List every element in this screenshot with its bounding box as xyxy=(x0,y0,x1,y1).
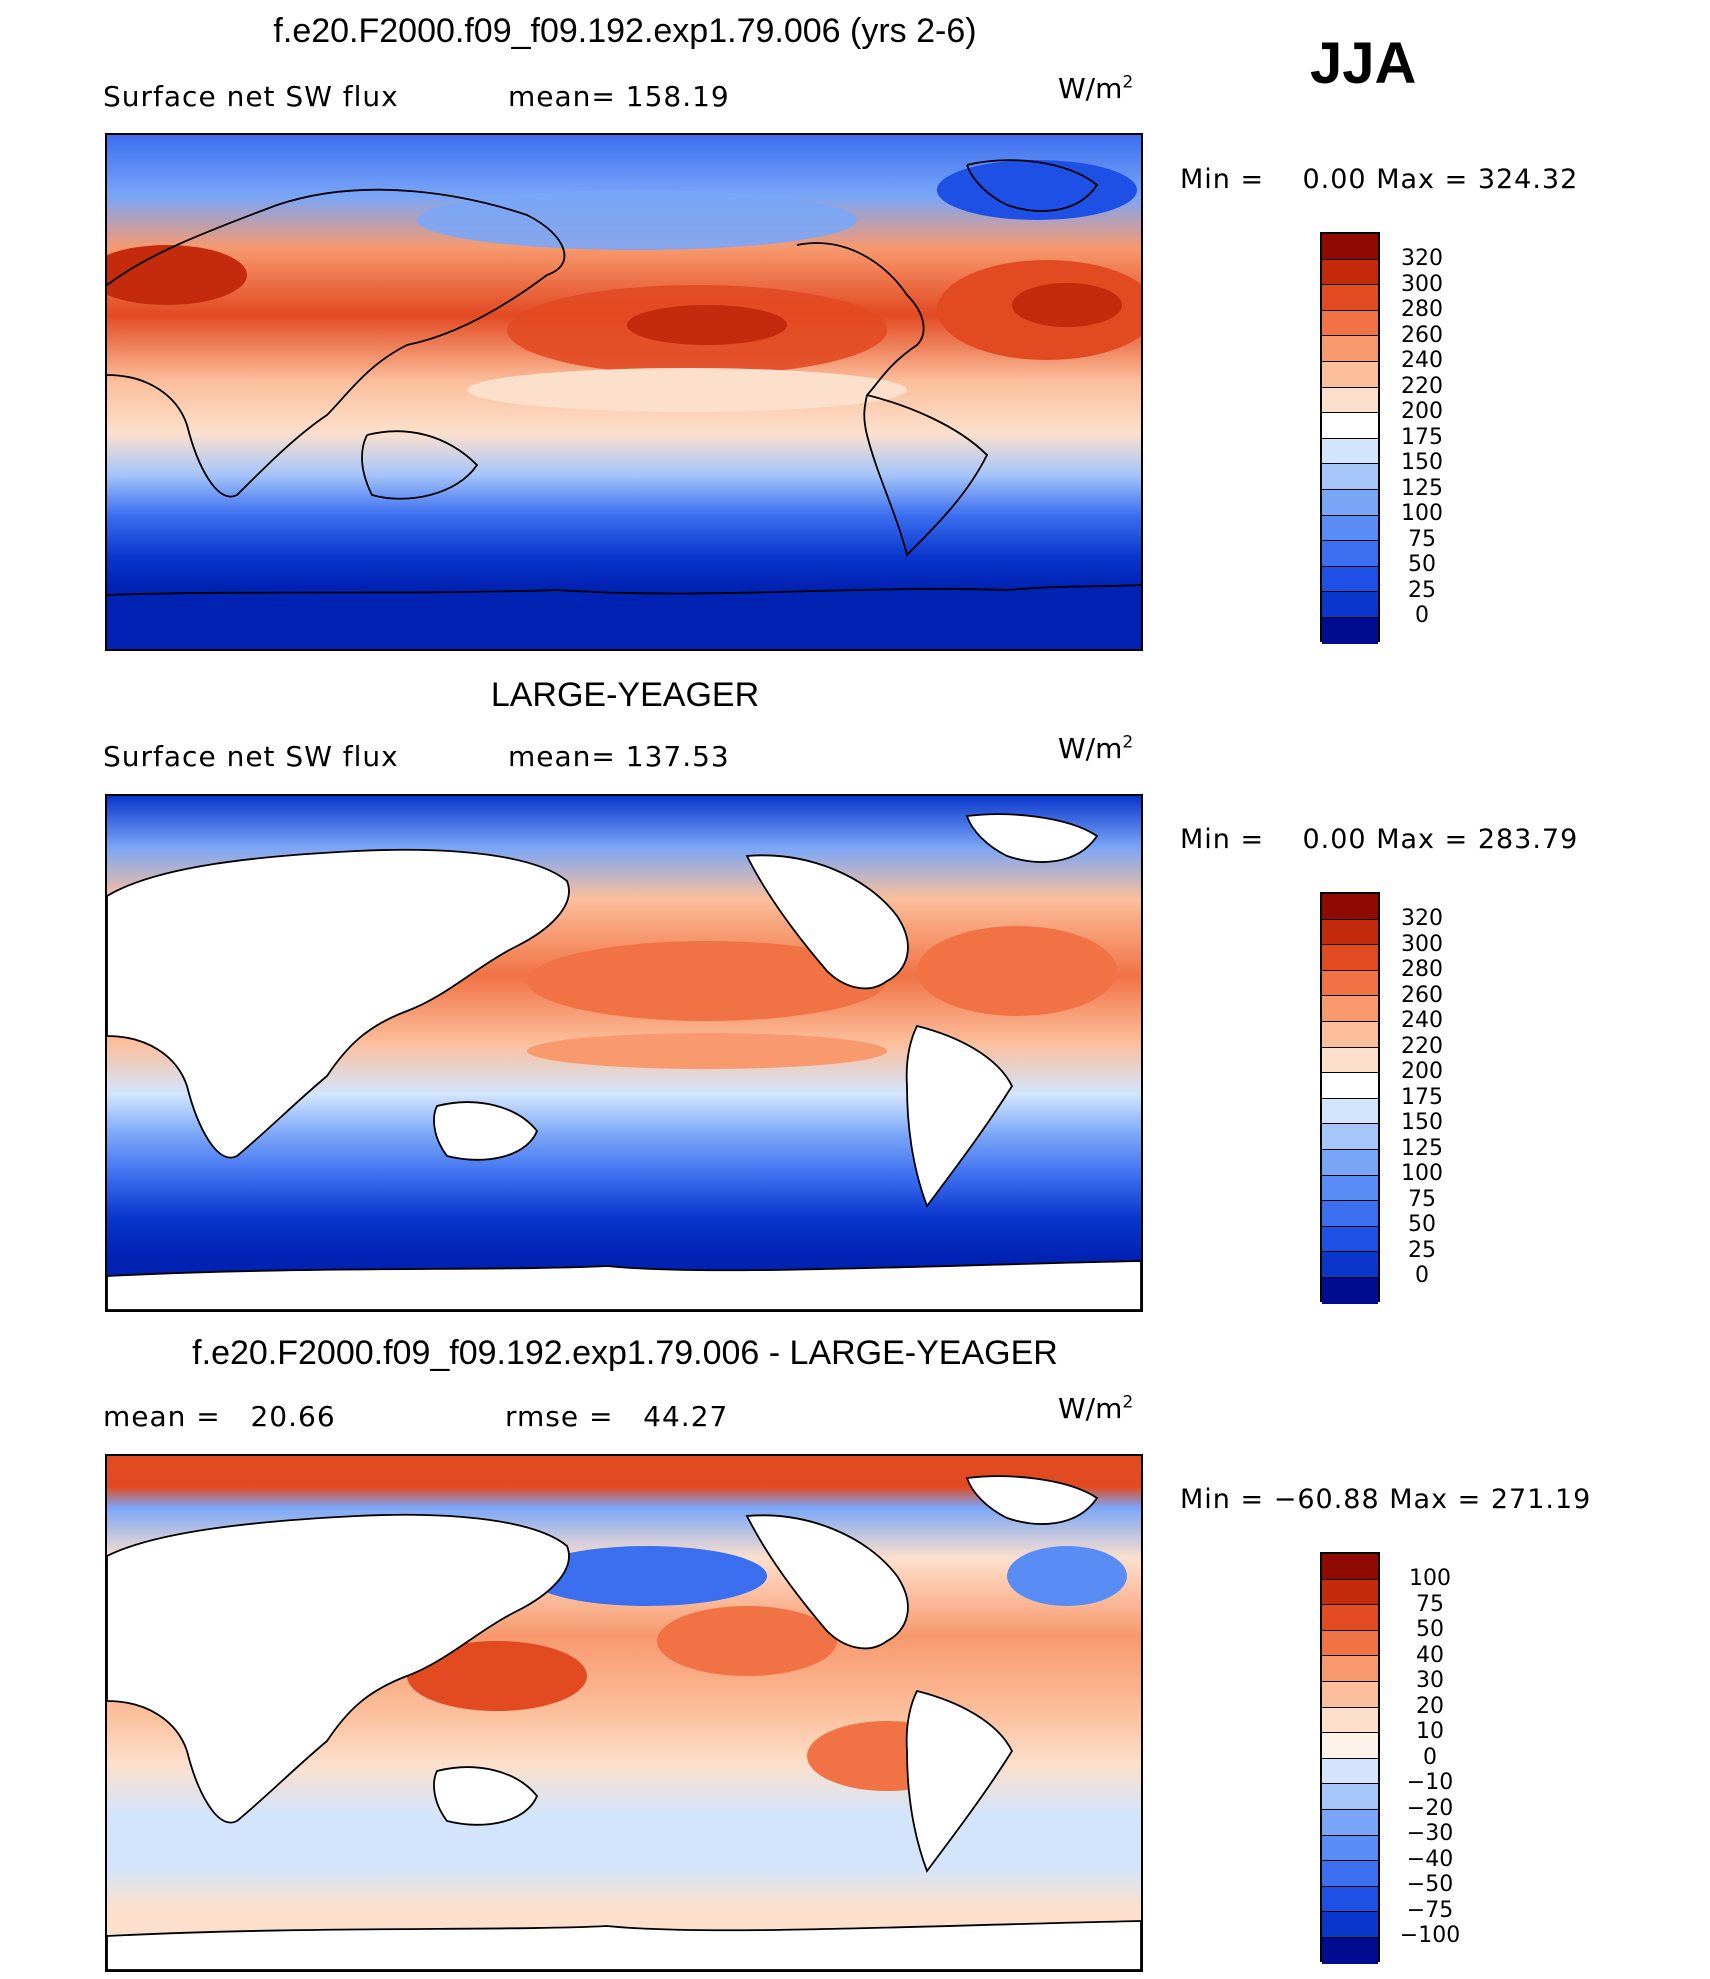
panel2-tick: 300 xyxy=(1401,931,1443,957)
panel2-tick: 50 xyxy=(1408,1212,1436,1237)
panel2-tick: 25 xyxy=(1408,1237,1436,1263)
panel1-tick: 125 xyxy=(1401,475,1443,501)
panel2-tick: 280 xyxy=(1401,957,1443,982)
panel1-itcz xyxy=(467,368,907,412)
panel1-tick: 0 xyxy=(1415,603,1429,628)
panel2-tick: 100 xyxy=(1401,1161,1443,1186)
panel3-rmse-label: rmse = 44.27 xyxy=(505,1400,729,1433)
panel3-colorbar xyxy=(1320,1552,1380,1964)
panel2-map-svg xyxy=(107,796,1141,1310)
panel2-variable-label: Surface net SW flux xyxy=(103,740,399,773)
panel1-tick: 280 xyxy=(1401,297,1443,322)
panel2-tick: 220 xyxy=(1401,1033,1443,1059)
panel2-title: LARGE-YEAGER xyxy=(490,676,760,714)
panel2-units: W/m2 xyxy=(1058,732,1134,765)
panel1-tick: 175 xyxy=(1401,424,1443,450)
panel1-coastlines xyxy=(107,159,1141,596)
panel3-min-max: Min = −60.88 Max = 271.19 xyxy=(1180,1484,1592,1515)
panel3-tick: −100 xyxy=(1399,1923,1461,1948)
panel1-tick: 25 xyxy=(1408,577,1436,603)
panel3-tick: 30 xyxy=(1416,1668,1444,1693)
panel1-natl-core xyxy=(1012,283,1122,327)
panel1-tick: 50 xyxy=(1408,552,1436,577)
panel3-tick: 75 xyxy=(1416,1591,1444,1617)
panel1-title: f.e20.F2000.f09_f09.192.exp1.79.006 (yrs… xyxy=(273,12,977,50)
panel3-tick: −40 xyxy=(1406,1846,1454,1872)
panel1-tick: 260 xyxy=(1401,322,1443,348)
panel3-land xyxy=(107,1475,1141,1970)
panel3-natl-negative xyxy=(1007,1546,1127,1606)
panel2-natl-high xyxy=(917,926,1117,1016)
panel1-npac-core xyxy=(627,305,787,345)
panel1-map xyxy=(105,133,1143,651)
panel3-title: f.e20.F2000.f09_f09.192.exp1.79.006 - LA… xyxy=(192,1334,1058,1372)
panel2-colorbar xyxy=(1320,892,1380,1304)
panel2-land xyxy=(107,813,1141,1310)
panel2-map xyxy=(105,794,1143,1312)
panel3-npac-negative xyxy=(527,1546,767,1606)
panel2-tick: 200 xyxy=(1401,1059,1443,1084)
panel1-variable-label: Surface net SW flux xyxy=(103,80,399,113)
panel3-mean-label: mean = 20.66 xyxy=(103,1400,336,1433)
panel1-min-max: Min = 0.00 Max = 324.32 xyxy=(1180,164,1579,195)
panel3-map-svg xyxy=(107,1456,1141,1970)
panel2-tick: 150 xyxy=(1401,1110,1443,1135)
panel3-tick: −20 xyxy=(1406,1795,1454,1821)
panel2-spac-band xyxy=(527,1033,887,1069)
panel3-tick: −30 xyxy=(1406,1821,1454,1846)
panel1-tick: 320 xyxy=(1401,246,1443,271)
panel3-tick: 50 xyxy=(1416,1617,1444,1642)
panel2-tick: 320 xyxy=(1401,906,1443,931)
panel2-tick: 175 xyxy=(1401,1084,1443,1110)
panel1-tick: 300 xyxy=(1401,271,1443,297)
panel1-tick: 150 xyxy=(1401,450,1443,475)
panel3-tick: 0 xyxy=(1423,1744,1437,1770)
panel3-map xyxy=(105,1454,1143,1972)
panel1-tick: 200 xyxy=(1401,399,1443,424)
panel1-tick: 240 xyxy=(1401,348,1443,373)
panel1-mean-label: mean= 158.19 xyxy=(508,80,730,113)
panel2-tick: 240 xyxy=(1401,1008,1443,1033)
panel1-tick: 220 xyxy=(1401,373,1443,399)
panel1-greenland-low xyxy=(937,160,1137,220)
panel3-units: W/m2 xyxy=(1058,1392,1134,1425)
panel3-colorbar-labels: 100 75 50 40 30 20 10 0 −10 −20 −30 −40 −50 −75 −100 xyxy=(1390,1566,1470,1949)
season-label: JJA xyxy=(1310,31,1417,96)
panel3-tick: −75 xyxy=(1406,1897,1454,1923)
panel2-colorbar-labels: 320 300 280 260 240 220 200 175 150 125 100 75 50 25 0 xyxy=(1382,906,1462,1289)
panel1-tick: 75 xyxy=(1408,526,1436,552)
panel3-tick: 10 xyxy=(1416,1719,1444,1744)
panel3-npac-positive xyxy=(657,1606,837,1676)
panel2-tick: 260 xyxy=(1401,982,1443,1008)
panel1-map-svg xyxy=(107,135,1141,649)
panel2-mean-label: mean= 137.53 xyxy=(508,740,730,773)
panel1-sahara-high xyxy=(107,245,247,305)
panel2-tick: 75 xyxy=(1408,1186,1436,1212)
panel2-tick: 0 xyxy=(1415,1263,1429,1288)
panel3-tick: 40 xyxy=(1416,1642,1444,1668)
panel3-tick: −10 xyxy=(1406,1770,1454,1795)
panel1-colorbar xyxy=(1320,232,1380,644)
panel1-tick: 100 xyxy=(1401,501,1443,526)
panel1-npac-cloud xyxy=(417,190,857,250)
panel2-tick: 125 xyxy=(1401,1135,1443,1161)
panel3-tick: 100 xyxy=(1409,1566,1451,1591)
panel3-wpac-positive xyxy=(407,1641,587,1711)
panel3-tick: 20 xyxy=(1416,1693,1444,1719)
panel2-min-max: Min = 0.00 Max = 283.79 xyxy=(1180,824,1579,855)
panel2-npac-high xyxy=(527,941,887,1021)
panel1-units: W/m2 xyxy=(1058,72,1134,105)
panel1-colorbar-labels: 320 300 280 260 240 220 200 175 150 125 100 75 50 25 0 xyxy=(1382,246,1462,629)
panel3-tick: −50 xyxy=(1406,1872,1454,1897)
